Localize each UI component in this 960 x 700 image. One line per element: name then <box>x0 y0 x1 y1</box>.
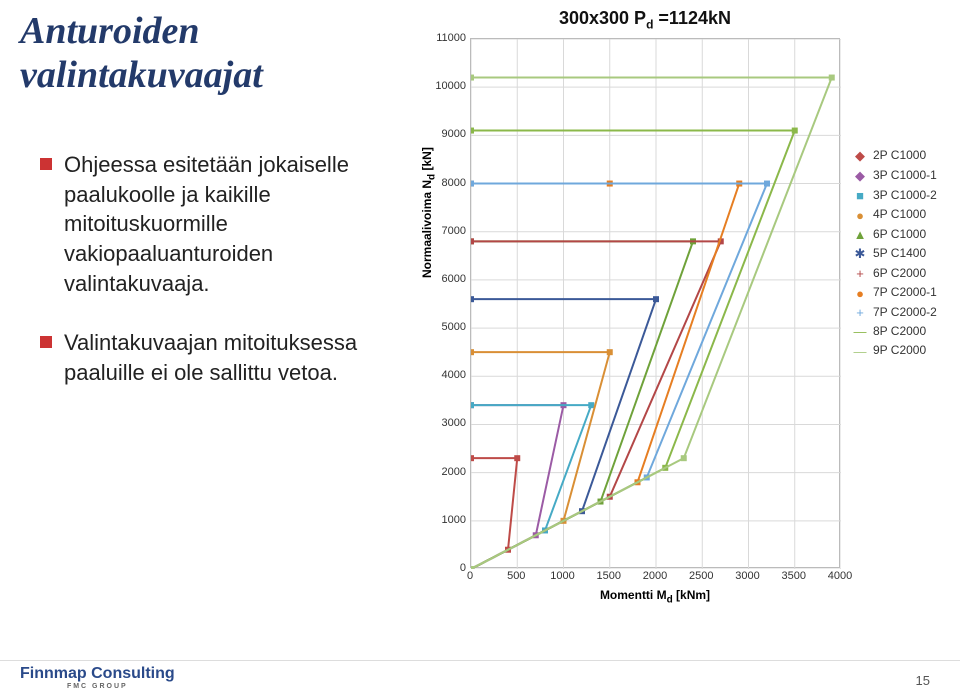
x-tick-label: 2000 <box>643 570 667 582</box>
chart-plot-area <box>470 38 840 568</box>
chart-container: 300x300 Pd =1124kN Normaalivoima Nd [kN]… <box>430 8 950 618</box>
y-tick-label: 6000 <box>430 273 466 285</box>
legend-marker-icon: ● <box>850 286 870 301</box>
legend-item: +7P C2000-2 <box>850 305 950 320</box>
y-tick-label: 2000 <box>430 466 466 478</box>
x-tick-label: 2500 <box>689 570 713 582</box>
legend-label: 9P C2000 <box>873 343 926 357</box>
y-tick-label: 9000 <box>430 128 466 140</box>
slide-title: Anturoiden valintakuvaajat <box>20 10 420 97</box>
legend-marker-icon: ● <box>850 208 870 223</box>
y-tick-label: 1000 <box>430 514 466 526</box>
legend-label: 6P C1000 <box>873 227 926 241</box>
chart-title-prefix: 300x300 P <box>559 8 646 28</box>
x-tick-label: 1000 <box>550 570 574 582</box>
slide-footer: Finnmap Consulting FMC GROUP 15 <box>0 660 960 700</box>
chart-title: 300x300 Pd =1124kN <box>430 8 860 32</box>
y-axis-label: Normaalivoima Nd [kN] <box>420 147 437 278</box>
legend-marker-icon: ◆ <box>850 148 870 164</box>
legend-item: —9P C2000 <box>850 343 950 358</box>
x-tick-label: 1500 <box>597 570 621 582</box>
legend-marker-icon: ✱ <box>850 246 870 262</box>
legend-item: ✱5P C1400 <box>850 246 950 262</box>
bullet-item: Ohjeessa esitetään jokaiselle paalukooll… <box>40 150 420 298</box>
legend-item: —8P C2000 <box>850 324 950 339</box>
bullet-item: Valintakuvaajan mitoituksessa paaluille … <box>40 328 420 387</box>
legend-marker-icon: ▲ <box>850 227 870 242</box>
legend-marker-icon: ◆ <box>850 168 870 184</box>
title-line-1: Anturoiden <box>20 10 200 52</box>
legend-label: 8P C2000 <box>873 324 926 338</box>
x-tick-label: 3000 <box>735 570 759 582</box>
chart-title-suffix: =1124kN <box>653 8 731 28</box>
logo-text: Finnmap Consulting <box>20 665 175 682</box>
legend-item: +6P C2000 <box>850 266 950 281</box>
x-tick-label: 4000 <box>828 570 852 582</box>
y-tick-label: 5000 <box>430 321 466 333</box>
legend-label: 3P C1000-2 <box>873 188 937 202</box>
legend-label: 7P C2000-1 <box>873 285 937 299</box>
logo: Finnmap Consulting FMC GROUP <box>20 665 175 690</box>
x-tick-label: 500 <box>507 570 525 582</box>
legend-item: ■3P C1000-2 <box>850 188 950 203</box>
legend-label: 7P C2000-2 <box>873 305 937 319</box>
legend-item: ●4P C1000 <box>850 207 950 222</box>
legend-item: ●7P C2000-1 <box>850 285 950 300</box>
legend-label: 2P C1000 <box>873 148 926 162</box>
legend-label: 4P C1000 <box>873 207 926 221</box>
bullet-list: Ohjeessa esitetään jokaiselle paalukooll… <box>40 150 420 418</box>
legend-item: ◆3P C1000-1 <box>850 168 950 184</box>
legend-label: 3P C1000-1 <box>873 168 937 182</box>
legend-marker-icon: — <box>850 344 870 359</box>
y-tick-label: 11000 <box>430 32 466 44</box>
legend-item: ◆2P C1000 <box>850 148 950 164</box>
y-tick-label: 0 <box>430 562 466 574</box>
logo-subtext: FMC GROUP <box>20 683 175 690</box>
title-line-2: valintakuvaajat <box>20 54 263 96</box>
y-tick-label: 3000 <box>430 417 466 429</box>
y-tick-label: 7000 <box>430 225 466 237</box>
legend-marker-icon: — <box>850 324 870 339</box>
legend-label: 5P C1400 <box>873 246 926 260</box>
legend-marker-icon: + <box>850 305 870 320</box>
y-tick-label: 10000 <box>430 80 466 92</box>
legend-marker-icon: ■ <box>850 188 870 203</box>
legend-label: 6P C2000 <box>873 266 926 280</box>
y-tick-label: 4000 <box>430 369 466 381</box>
x-tick-label: 0 <box>467 570 473 582</box>
chart-legend: ◆2P C1000◆3P C1000-1■3P C1000-2●4P C1000… <box>850 148 950 363</box>
y-tick-label: 8000 <box>430 177 466 189</box>
chart-svg <box>471 39 841 569</box>
x-tick-label: 3500 <box>782 570 806 582</box>
legend-item: ▲6P C1000 <box>850 227 950 242</box>
slide: Anturoiden valintakuvaajat Ohjeessa esit… <box>0 0 960 700</box>
x-axis-label: Momentti Md [kNm] <box>470 588 840 605</box>
page-number: 15 <box>916 673 930 688</box>
legend-marker-icon: + <box>850 266 870 281</box>
